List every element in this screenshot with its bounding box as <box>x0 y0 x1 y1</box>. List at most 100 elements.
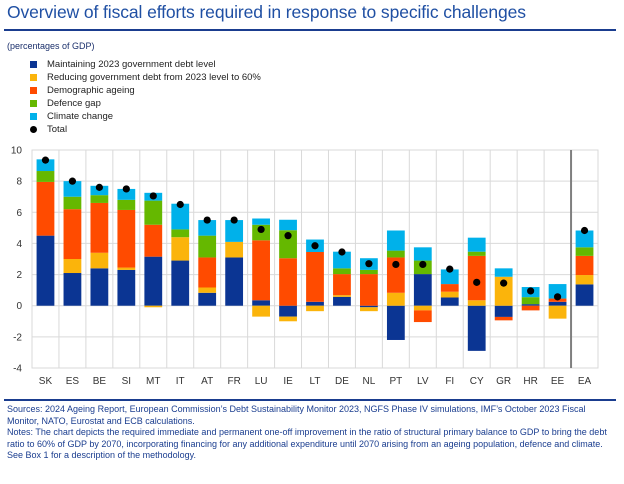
bar-segment-climate-fi <box>440 269 459 285</box>
x-tick-label: IT <box>176 376 185 387</box>
bar-segment-defence-sk <box>36 171 55 182</box>
bar-segment-defence-mt <box>144 200 163 225</box>
total-marker-fr <box>230 216 238 224</box>
bar-segment-maintain-ie <box>279 305 297 317</box>
legend-dot-total <box>30 126 37 133</box>
bar-segment-climate-it <box>171 203 190 230</box>
total-marker-nl <box>365 260 373 268</box>
bar-segment-ageing-es <box>63 209 82 259</box>
x-tick-label: FI <box>445 376 454 387</box>
total-marker-es <box>68 177 77 185</box>
footer: Sources: 2024 Ageing Report, European Co… <box>7 404 617 462</box>
bar-segment-ageing-gr <box>494 316 513 321</box>
bar-segment-maintain-mt <box>144 256 163 306</box>
legend-label: Reducing government debt from 2023 level… <box>47 72 261 83</box>
y-tick-label: 10 <box>11 146 23 157</box>
legend-swatch-ageing <box>30 87 37 94</box>
bar-segment-reduce-si <box>117 267 136 270</box>
total-marker-at <box>203 216 211 224</box>
y-tick-label: -2 <box>13 332 22 343</box>
legend-swatch-defence <box>30 100 37 107</box>
bar-segment-ageing-de <box>333 274 351 296</box>
bar-segment-defence-hr <box>521 297 540 305</box>
y-axis-ticks: -4 -2 0 2 4 6 8 10 <box>11 146 23 375</box>
bar-segment-reduce-pt <box>386 292 405 306</box>
y-tick-label: -4 <box>13 364 22 375</box>
bar-segment-reduce-fr <box>225 241 244 258</box>
total-marker-lv <box>419 260 427 269</box>
x-tick-label: LT <box>310 376 321 387</box>
legend-item-reduce: Reducing government debt from 2023 level… <box>30 71 261 84</box>
total-marker-be <box>95 183 103 191</box>
bar-segment-defence-de <box>333 268 351 275</box>
legend-swatch-climate <box>30 113 37 120</box>
bar-segment-maintain-fr <box>225 257 244 306</box>
bar-segment-maintain-nl <box>360 305 378 308</box>
total-markers <box>41 156 589 301</box>
bar-segment-climate-lv <box>413 247 432 261</box>
total-marker-si <box>122 185 130 193</box>
total-marker-hr <box>527 287 535 295</box>
bar-segment-defence-be <box>90 195 109 203</box>
bar-segment-defence-si <box>117 199 136 210</box>
legend-item-climate: Climate change <box>30 110 261 123</box>
bar-segment-reduce-fi <box>440 291 459 298</box>
y-tick-label: 6 <box>16 208 22 219</box>
footer-rule <box>4 399 616 401</box>
bar-segment-ageing-nl <box>360 274 378 306</box>
x-tick-label: FR <box>227 376 240 387</box>
bar-segment-reduce-mt <box>144 305 163 308</box>
total-marker-ea <box>580 226 589 235</box>
legend-item-ageing: Demographic ageing <box>30 84 261 97</box>
legend-item-total: Total <box>30 123 261 136</box>
y-tick-label: 2 <box>16 270 22 281</box>
bar-segment-ageing-hr <box>521 305 540 311</box>
y-tick-label: 4 <box>16 239 22 250</box>
total-marker-ie <box>284 232 292 240</box>
bar-segment-ageing-mt <box>144 224 163 257</box>
bar-segment-defence-nl <box>360 269 378 275</box>
bar-segment-reduce-ea <box>575 275 594 285</box>
bar-segment-ageing-fi <box>440 284 459 292</box>
x-axis-ticks: SK ES BE SI MT IT AT FR LU IE LT DE NL PT LV FI CY GR HR EE… <box>39 376 592 387</box>
bar-segment-ageing-sk <box>36 181 55 236</box>
total-marker-cy <box>473 278 481 286</box>
x-tick-label: NL <box>363 376 376 387</box>
bar-segment-maintain-lu <box>252 300 270 306</box>
bar-segment-ageing-ie <box>279 258 297 306</box>
bar-segment-ageing-pt <box>386 257 405 293</box>
x-tick-label: IE <box>283 376 293 387</box>
bar-segment-ageing-lv <box>413 310 432 323</box>
x-tick-label: MT <box>146 376 160 387</box>
bar-segment-ageing-be <box>90 202 109 253</box>
bar-segment-ageing-ea <box>575 255 594 276</box>
bar-segment-maintain-be <box>90 268 109 306</box>
bar-segment-ageing-at <box>198 257 217 288</box>
bar-segment-maintain-hr <box>521 304 540 306</box>
x-tick-label: HR <box>523 376 537 387</box>
bar-segment-climate-fr <box>225 220 244 242</box>
bar-segment-maintain-cy <box>467 305 486 351</box>
bar-segment-defence-cy <box>467 251 486 256</box>
bar-segment-climate-ie <box>279 219 297 231</box>
bar-segment-defence-es <box>63 196 82 210</box>
total-marker-gr <box>500 279 508 287</box>
bar-segment-reduce-gr <box>494 276 513 306</box>
total-marker-de <box>338 248 346 256</box>
bar-segment-ageing-lu <box>252 240 270 301</box>
bar-segment-climate-ee <box>548 284 567 299</box>
bar-segment-maintain-si <box>117 269 136 306</box>
bar-segment-defence-at <box>198 235 217 258</box>
bar-segment-reduce-lt <box>306 305 324 312</box>
y-tick-label: 8 <box>16 177 22 188</box>
x-tick-label: ES <box>66 376 80 387</box>
bar-segment-maintain-lv <box>413 274 432 306</box>
bar-segment-reduce-es <box>63 259 82 274</box>
bar-segment-ageing-lt <box>306 251 324 302</box>
legend-label: Demographic ageing <box>47 85 135 96</box>
total-marker-it <box>176 200 184 209</box>
legend-swatch-maintain <box>30 61 37 68</box>
bar-segment-maintain-ea <box>575 284 594 306</box>
x-tick-label: CY <box>470 376 484 387</box>
bar-segment-climate-si <box>117 188 136 200</box>
